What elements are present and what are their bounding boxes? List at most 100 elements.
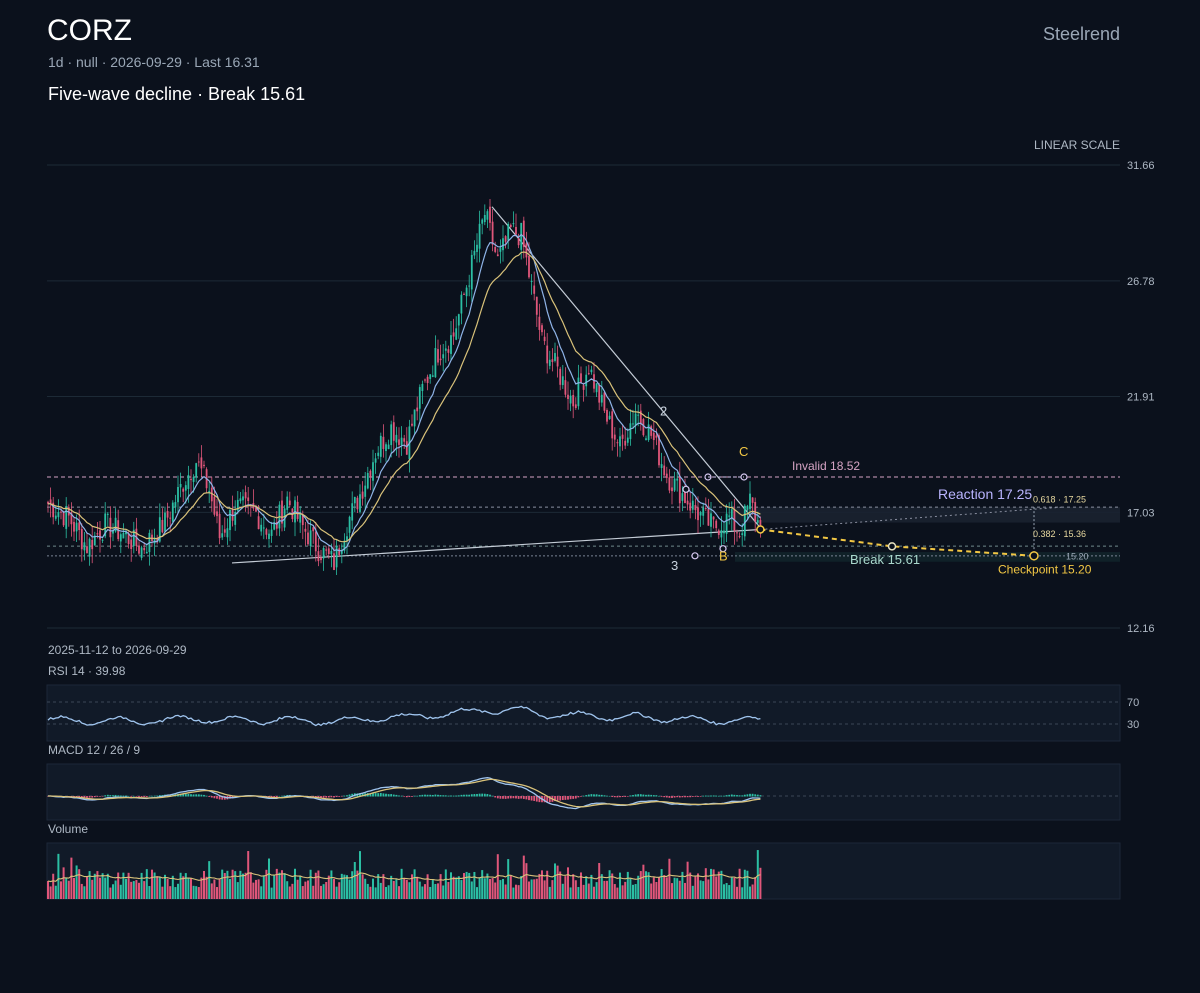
volume-bar (546, 870, 549, 899)
macd-histogram-bar (184, 794, 187, 797)
candle-body (216, 511, 218, 517)
candle-body (715, 520, 718, 529)
brand-label: Steelrend (1042, 24, 1120, 44)
macd-histogram-bar (600, 794, 603, 797)
candle-body (75, 522, 78, 532)
macd-histogram-bar (273, 796, 276, 798)
volume-bar (442, 885, 445, 899)
volume-bar (650, 883, 653, 899)
macd-histogram-bar (387, 794, 390, 797)
volume-bar (252, 882, 255, 899)
volume-bar (572, 874, 575, 899)
candle-body (556, 356, 559, 367)
candle-body (632, 423, 634, 425)
volume-bar (145, 869, 148, 899)
macd-histogram-bar (374, 793, 377, 797)
macd-histogram-bar (606, 795, 608, 797)
candle-body (169, 517, 172, 519)
candle-body (390, 424, 393, 446)
volume-bar (408, 882, 411, 899)
wave-label-B: B (719, 549, 728, 564)
volume-ma-line (47, 872, 761, 883)
volume-bar (681, 871, 684, 899)
candle-body (395, 434, 398, 443)
macd-histogram-bar (515, 796, 517, 799)
candle-body (96, 533, 99, 535)
volume-bar (187, 878, 190, 899)
candle-body (686, 500, 689, 505)
volume-bar (455, 877, 458, 899)
macd-histogram-bar (390, 794, 393, 797)
volume-bar (645, 871, 647, 899)
macd-histogram-bar (702, 795, 705, 797)
volume-bar (377, 874, 380, 899)
volume-bar (104, 877, 107, 899)
y-tick-label: 12.16 (1127, 623, 1155, 635)
candle-body (624, 440, 627, 446)
volume-bar (559, 871, 562, 899)
volume-bar (632, 884, 634, 899)
volume-bar (117, 872, 120, 899)
macd-histogram-bar (676, 796, 679, 798)
fib-618-label: 0.618 · 17.25 (1033, 494, 1086, 504)
candle-body (164, 512, 166, 532)
candle-body (725, 513, 728, 534)
volume-bar (325, 882, 328, 899)
macd-histogram-bar (80, 796, 83, 798)
macd-histogram-bar (710, 795, 712, 797)
volume-bar (611, 873, 614, 899)
macd-histogram-bar (694, 796, 697, 797)
candle-body (611, 411, 614, 439)
macd-histogram-bar (78, 796, 81, 798)
volume-bar (444, 869, 447, 899)
volume-panel: Volume (46, 822, 1121, 900)
macd-histogram-bar (325, 796, 328, 798)
candle-body (226, 528, 229, 538)
macd-histogram-bar (647, 794, 650, 797)
volume-bar (286, 881, 289, 899)
volume-bar (738, 868, 741, 899)
candle-body (561, 376, 564, 386)
candle-body (213, 496, 216, 515)
candle-body (746, 505, 749, 510)
candle-body (595, 383, 598, 393)
macd-histogram-bar (525, 796, 528, 800)
macd-histogram-bar (517, 796, 520, 799)
macd-histogram-bar (327, 796, 330, 798)
candle-body (275, 522, 278, 529)
candle-body (192, 476, 195, 482)
volume-bar (746, 870, 749, 899)
volume-bar (83, 886, 86, 899)
volume-bar (520, 875, 523, 899)
candle-body (489, 206, 491, 223)
volume-bar (200, 877, 203, 899)
candle-body (738, 536, 741, 538)
candle-body (229, 509, 231, 531)
projection-path (760, 528, 1035, 557)
volume-bar (668, 858, 671, 899)
volume-bar (512, 887, 515, 899)
candle-body (99, 530, 101, 540)
candle-body (613, 434, 616, 440)
volume-bar (691, 885, 694, 899)
volume-bar (208, 861, 211, 899)
candle-body (723, 530, 725, 534)
candle-body (717, 530, 720, 535)
volume-bar (569, 887, 572, 899)
macd-histogram-bar (681, 796, 684, 798)
volume-bar (616, 887, 619, 899)
macd-histogram-bar (421, 794, 424, 797)
volume-bar (460, 880, 463, 899)
volume-bar (234, 871, 237, 899)
macd-histogram-bar (369, 793, 372, 797)
macd-histogram-bar (151, 795, 153, 797)
candle-body (465, 287, 468, 297)
volume-bar (314, 872, 317, 899)
macd-histogram-bar (725, 795, 728, 797)
volume-bar (122, 872, 125, 899)
candle-body (385, 444, 387, 452)
volume-bar (57, 853, 60, 899)
macd-histogram-bar (504, 796, 507, 799)
volume-bar (468, 872, 471, 899)
